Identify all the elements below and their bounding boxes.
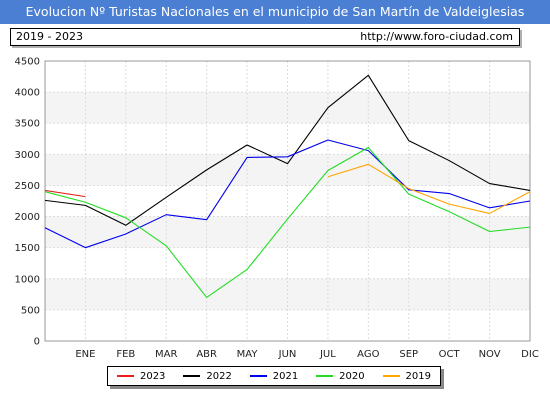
x-tick-label: FEB bbox=[116, 349, 135, 360]
y-tick-label: 3000 bbox=[15, 150, 40, 161]
x-tick-label: MAY bbox=[237, 349, 259, 360]
x-tick-label: ABR bbox=[196, 349, 217, 360]
legend-swatch bbox=[116, 375, 134, 377]
y-tick-label: 4000 bbox=[15, 88, 40, 99]
series-line-2020 bbox=[44, 146, 531, 298]
x-tick-label: ENE bbox=[75, 349, 95, 360]
y-tick-label: 1500 bbox=[15, 243, 40, 254]
y-axis-labels: 0 500 1000 1500 2000 2500 3000 3500 4000 4500 bbox=[15, 57, 40, 348]
y-tick-label: 0 bbox=[34, 337, 40, 348]
y-tick-label: 500 bbox=[21, 305, 40, 316]
legend-item-2019: 2019 bbox=[382, 370, 431, 382]
legend-label: 2022 bbox=[206, 370, 232, 382]
legend-item-2023: 2023 bbox=[116, 370, 166, 382]
x-tick-label: OCT bbox=[439, 349, 461, 360]
series-line-2019 bbox=[327, 163, 531, 214]
x-tick-label: AGO bbox=[357, 349, 379, 360]
x-tick-label: JUN bbox=[278, 349, 297, 360]
legend-label: 2021 bbox=[272, 370, 299, 382]
x-tick-label: NOV bbox=[479, 349, 501, 360]
legend-swatch bbox=[382, 375, 400, 377]
legend-label: 2020 bbox=[339, 370, 365, 382]
period-label: 2019 - 2023 bbox=[16, 30, 83, 43]
legend-swatch bbox=[183, 375, 201, 377]
series-line-2023 bbox=[44, 189, 86, 198]
x-tick-label: JUL bbox=[319, 349, 336, 360]
legend-item-2022: 2022 bbox=[183, 370, 232, 382]
legend: 2023 2022 2021 2020 2019 bbox=[107, 366, 441, 386]
legend-swatch bbox=[316, 375, 334, 377]
x-tick-label: SEP bbox=[399, 349, 418, 360]
y-tick-label: 2000 bbox=[15, 212, 40, 223]
legend-item-2020: 2020 bbox=[316, 370, 365, 382]
legend-swatch bbox=[249, 375, 267, 377]
y-tick-label: 4500 bbox=[15, 57, 40, 68]
legend-item-2021: 2021 bbox=[249, 370, 299, 382]
subheader-box: 2019 - 2023 http://www.foro-ciudad.com bbox=[10, 28, 520, 46]
x-tick-label: DIC bbox=[521, 349, 539, 360]
series-line-2021 bbox=[44, 139, 531, 249]
y-tick-label: 2500 bbox=[15, 181, 40, 192]
series-lines bbox=[44, 74, 531, 298]
chart-title: Evolucion Nº Turistas Nacionales en el m… bbox=[25, 4, 525, 19]
legend-label: 2023 bbox=[139, 370, 166, 382]
title-bar: Evolucion Nº Turistas Nacionales en el m… bbox=[0, 0, 550, 24]
y-tick-label: 3500 bbox=[15, 119, 40, 130]
y-tick-label: 1000 bbox=[15, 274, 40, 285]
legend-label: 2019 bbox=[405, 370, 431, 382]
series-line-2022 bbox=[44, 74, 531, 226]
x-axis-labels: ENE FEB MAR ABR MAY JUN JUL AGO SEP OCT NOV DIC bbox=[75, 349, 538, 360]
x-tick-label: MAR bbox=[155, 349, 177, 360]
source-url: http://www.foro-ciudad.com bbox=[360, 30, 513, 43]
